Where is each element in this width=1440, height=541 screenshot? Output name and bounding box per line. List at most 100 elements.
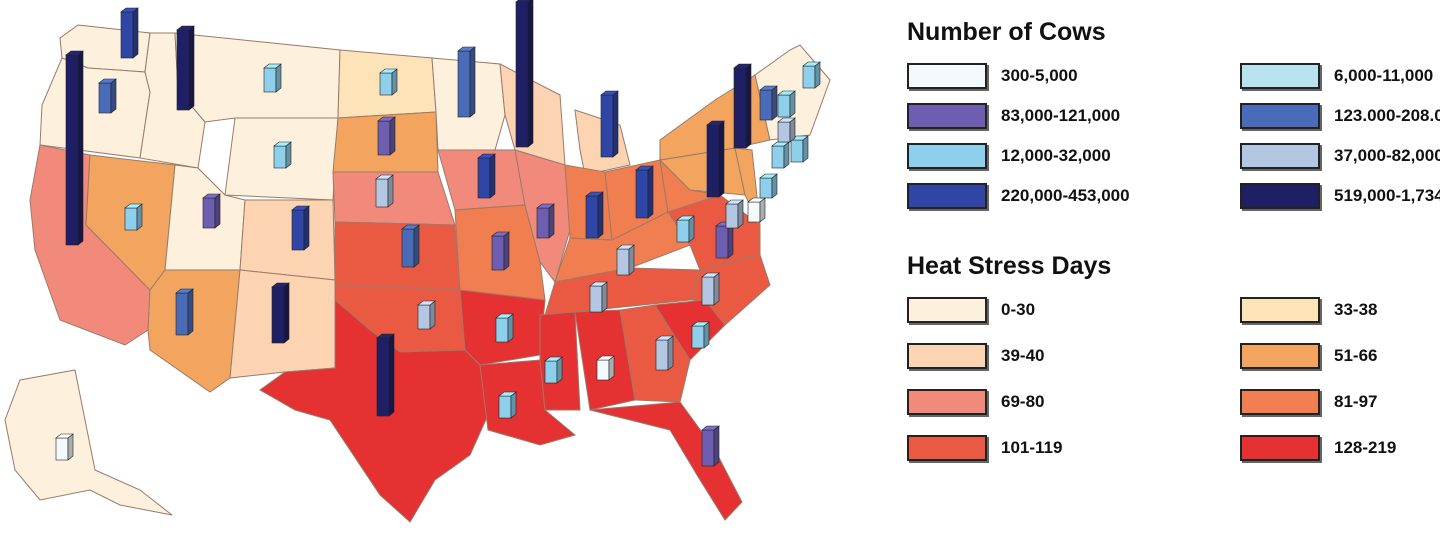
- heat-legend-item: 81-97: [1240, 385, 1377, 419]
- cows-legend-swatch: [907, 143, 987, 169]
- heat-legend-item: 33-38: [1240, 293, 1377, 327]
- state-regions: [4, 24, 831, 523]
- cow-count-bars: [55, 0, 821, 467]
- cows-legend-swatch: [1240, 183, 1320, 209]
- state-arizona: [147, 269, 241, 393]
- cow-bar-rhode-island: [777, 117, 796, 143]
- heat-legend-item: 0-30: [907, 293, 1035, 327]
- cows-legend-item: 220,000-453,000: [907, 179, 1130, 213]
- state-alaska: [4, 369, 173, 516]
- heat-legend-swatch: [907, 389, 987, 415]
- heat-legend-swatch: [907, 435, 987, 461]
- cow-bar-pennsylvania: [706, 120, 725, 198]
- heat-legend-swatch: [907, 297, 987, 323]
- cow-bar-florida: [701, 425, 720, 467]
- cows-legend-label: 37,000-82,000: [1334, 146, 1440, 165]
- cow-bar-connecticut: [771, 141, 790, 169]
- cow-bar-oregon: [98, 78, 117, 114]
- cows-legend-item: 6,000-11,000: [1240, 59, 1433, 93]
- cows-legend-label: 220,000-453,000: [1001, 186, 1130, 205]
- state-montana: [174, 32, 341, 123]
- heat-legend-label: 101-119: [1001, 438, 1063, 457]
- cows-legend-swatch: [1240, 103, 1320, 129]
- state-texas: [259, 298, 489, 523]
- cow-bar-alabama: [596, 355, 615, 381]
- cows-legend-item: 519,000-1,734,000: [1240, 179, 1440, 213]
- cows-legend-label: 12,000-32,000: [1001, 146, 1111, 165]
- cow-bar-maryland: [725, 199, 744, 229]
- heat-legend-label: 81-97: [1334, 392, 1378, 411]
- heat-legend-label: 39-40: [1001, 346, 1045, 365]
- cow-bar-new-hampshire: [777, 90, 796, 118]
- cows-legend-item: 37,000-82,000: [1240, 139, 1440, 173]
- state-nebraska: [332, 171, 456, 226]
- cow-bar-new-york: [733, 63, 752, 149]
- cows-legend-label: 300-5,000: [1001, 66, 1078, 85]
- heat-legend-item: 69-80: [907, 385, 1044, 419]
- heat-legend-label: 128-219: [1334, 438, 1397, 457]
- heat-legend-items: 0-30 33-38 39-40 51-66 69-80 81-97 101-119 128-…: [895, 293, 1435, 493]
- cow-bar-wyoming: [273, 141, 292, 169]
- cow-bar-missouri: [491, 231, 510, 271]
- cow-bar-new-jersey: [747, 197, 766, 223]
- cow-bar-iowa: [477, 153, 496, 199]
- cow-bar-georgia: [655, 335, 674, 371]
- cow-bar-illinois: [536, 203, 555, 239]
- cow-bar-west-virginia: [676, 215, 695, 243]
- cow-bar-colorado: [291, 205, 310, 251]
- cow-bar-alaska: [55, 433, 74, 461]
- cow-bar-tennessee: [589, 281, 608, 313]
- cows-legend: Number of Cows 300-5,000 6,000-11,000 83,0…: [895, 18, 1440, 259]
- cow-bar-north-carolina: [701, 272, 720, 306]
- heat-legend-item: 128-219: [1240, 431, 1396, 465]
- cow-bar-massachusetts: [790, 135, 809, 163]
- cows-legend-swatch: [1240, 63, 1320, 89]
- cows-legend-item: 83,000-121,000: [907, 99, 1120, 133]
- cows-legend-label: 123.000-208.000: [1334, 106, 1440, 125]
- heat-legend-item: 39-40: [907, 339, 1044, 373]
- cows-legend-items: 300-5,000 6,000-11,000 83,000-121,000 123.0…: [895, 59, 1440, 259]
- heat-legend-title: Heat Stress Days: [907, 252, 1112, 280]
- cow-bar-california: [65, 50, 84, 246]
- cow-bar-minnesota: [457, 46, 476, 118]
- heat-legend: Heat Stress Days 0-30 33-38 39-40 51-66 69-8…: [895, 252, 1435, 493]
- cows-legend-label: 6,000-11,000: [1334, 66, 1434, 85]
- cow-bar-kentucky: [616, 244, 635, 276]
- heat-legend-label: 69-80: [1001, 392, 1045, 411]
- cow-bar-vermont: [759, 85, 778, 121]
- state-colorado: [239, 199, 336, 281]
- cows-legend-swatch: [907, 63, 987, 89]
- cow-bar-wisconsin: [515, 0, 534, 148]
- us-heat-stress-map: [4, 0, 831, 523]
- cow-bar-virginia: [715, 221, 734, 259]
- heat-legend-swatch: [1240, 389, 1320, 415]
- heat-legend-label: 33-38: [1334, 300, 1378, 319]
- cow-bar-oklahoma: [417, 300, 436, 330]
- cow-bar-delaware: [759, 173, 778, 199]
- cow-bar-new-mexico: [271, 282, 290, 344]
- cows-legend-item: 123.000-208.000: [1240, 99, 1440, 133]
- heat-legend-swatch: [1240, 435, 1320, 461]
- cow-bar-montana: [263, 63, 282, 93]
- cow-bar-arizona: [175, 288, 194, 336]
- heat-legend-item: 51-66: [1240, 339, 1377, 373]
- state-oregon: [39, 57, 151, 159]
- cow-bar-michigan: [600, 90, 619, 158]
- cow-bar-south-carolina: [691, 321, 710, 349]
- heat-legend-swatch: [1240, 297, 1320, 323]
- cows-legend-label: 519,000-1,734,000: [1334, 186, 1440, 205]
- cows-legend-swatch: [907, 103, 987, 129]
- heat-legend-swatch: [907, 343, 987, 369]
- cows-legend-item: 300-5,000: [907, 59, 1078, 93]
- cow-bar-kansas: [401, 224, 420, 268]
- cow-bar-washington-west: [120, 7, 139, 59]
- cow-bar-texas: [376, 333, 395, 417]
- heat-legend-label: 0-30: [1001, 300, 1036, 319]
- cow-bar-utah: [202, 193, 221, 229]
- cow-bar-maine: [802, 61, 821, 89]
- state-georgia: [619, 304, 691, 403]
- cow-bar-south-dakota: [377, 116, 396, 156]
- cow-bar-indiana: [585, 191, 604, 239]
- heat-legend-swatch: [1240, 343, 1320, 369]
- cow-bar-louisiana: [498, 391, 517, 419]
